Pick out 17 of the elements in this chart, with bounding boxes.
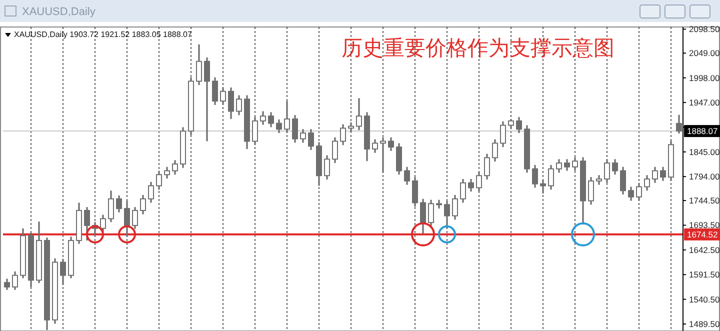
y-tick-label: 1998.00 [689,72,720,83]
y-tick-label: 1845.00 [689,146,720,157]
text: XAUUSD,Daily [22,6,96,18]
y-tick-label: 1794.00 [689,172,720,182]
y-tick-label: 1489.50 [689,318,720,329]
y-tick-label: 1591.50 [689,270,720,280]
y-tick-label: 1744.50 [689,196,720,206]
chart-title: 历史重要价格作为支撑示意图 [342,36,614,60]
y-tick-label: 1642.50 [689,244,720,255]
y-tick-label: 1947.00 [689,98,720,108]
y-tick-label: 2049.00 [689,48,720,58]
ref-line-label: 1888.07 [687,126,718,136]
y-tick-label: 1540.50 [689,294,720,304]
ref-line-label: 1674.52 [687,229,718,240]
y-tick-label: 1693.50 [689,220,720,230]
chart-subtitle: XAUUSD,Daily 1903.72 1921.52 1883.05 1888.07 [14,30,192,39]
y-tick-label: 2098.50 [689,24,720,34]
